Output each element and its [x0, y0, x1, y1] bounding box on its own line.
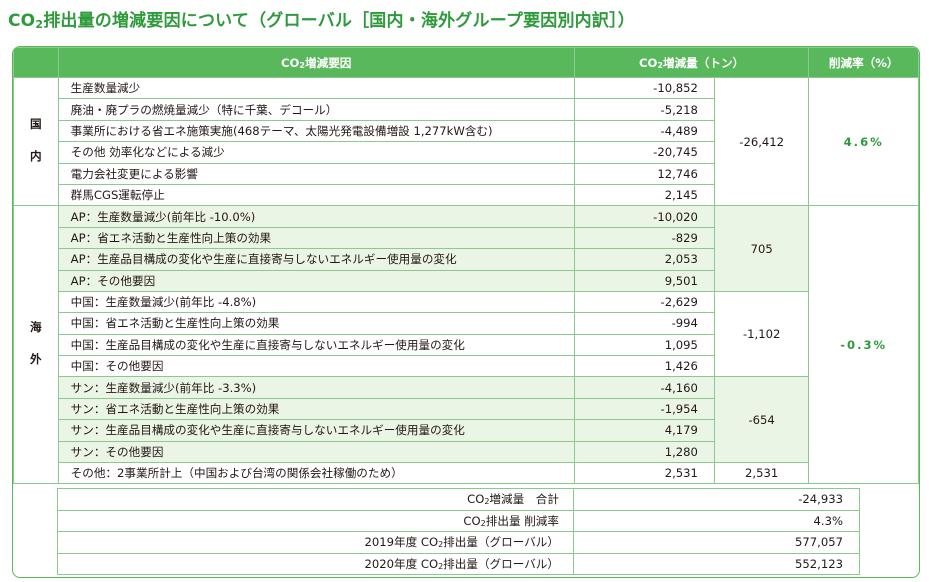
- factor-cell: AP：生産品目構成の変化や生産に直接寄与しないエネルギー使用量の変化: [57, 248, 575, 271]
- value-cell: -829: [573, 226, 715, 250]
- value-cell: -10,020: [573, 205, 715, 228]
- factor-cell: その他：2事業所計上（中国および台湾の関係会社稼働のため）: [57, 462, 575, 485]
- factor-cell: AP：生産数量減少(前年比 -10.0%): [57, 205, 575, 228]
- value-cell: -10,852: [573, 76, 715, 100]
- table-row: AP：生産品目構成の変化や生産に直接寄与しないエネルギー使用量の変化 2,053: [13, 248, 919, 271]
- page-title: CO2排出量の増減要因について（グローバル［国内・海外グループ要因別内訳］）: [8, 6, 635, 31]
- summary-label: CO2増減量 合計: [57, 488, 574, 511]
- summary-row: 2019年度 CO2排出量（グローバル） 577,057: [57, 531, 860, 554]
- summary-table: CO2増減量 合計 -24,933 CO2排出量 削減率 4.3% 2019年度…: [57, 488, 860, 576]
- table-row: 群馬CGS運転停止 2,145: [13, 183, 919, 207]
- table-row: 中国：生産品目構成の変化や生産に直接寄与しないエネルギー使用量の変化 1,095: [13, 333, 919, 357]
- value-cell: 1,095: [573, 333, 715, 357]
- header-row: CO2増減要因 CO2増減量（トン） 削減率（%）: [13, 47, 919, 78]
- table-row: 国内 生産数量減少 -10,852 -26,412 4.6%: [13, 76, 919, 207]
- other-subtotal: 2,531: [713, 462, 810, 485]
- factor-cell: 中国：省エネ活動と生産性向上策の効果: [57, 312, 575, 335]
- header-amount: CO2増減量（トン）: [573, 47, 810, 78]
- table-row: サン：生産数量減少(前年比 -3.3%) -4,160 -654: [13, 376, 919, 464]
- title-prefix: CO: [8, 11, 36, 31]
- table-row: サン：生産品目構成の変化や生産に直接寄与しないエネルギー使用量の変化 4,179: [13, 419, 919, 442]
- co2-factor-table: CO2増減要因 CO2増減量（トン） 削減率（%） 国内 生産数量減少 -10,…: [13, 47, 919, 485]
- summary-value: 577,057: [573, 531, 860, 554]
- summary-label: 2019年度 CO2排出量（グローバル）: [57, 531, 574, 554]
- table-row: その他：2事業所計上（中国および台湾の関係会社稼働のため） 2,531 2,53…: [13, 462, 919, 485]
- value-cell: -1,954: [573, 397, 715, 421]
- table-row: AP：省エネ活動と生産性向上策の効果 -829: [13, 226, 919, 250]
- san-subtotal: -654: [713, 376, 810, 464]
- value-cell: -2,629: [573, 290, 715, 314]
- factor-cell: サン：生産品目構成の変化や生産に直接寄与しないエネルギー使用量の変化: [57, 419, 575, 442]
- domestic-rate: 4.6%: [808, 76, 919, 207]
- domestic-subtotal: -26,412: [713, 76, 810, 207]
- value-cell: -20,745: [573, 141, 715, 164]
- factor-cell: サン：省エネ活動と生産性向上策の効果: [57, 397, 575, 421]
- summary-value: 552,123: [573, 552, 860, 576]
- summary-row: CO2排出量 削減率 4.3%: [57, 509, 860, 533]
- factor-cell: 群馬CGS運転停止: [57, 183, 575, 207]
- table-row: 中国：その他要因 1,426: [13, 355, 919, 378]
- value-cell: -4,489: [573, 119, 715, 143]
- factor-cell: 廃油・廃プラの燃焼量減少（特に千葉、デコール）: [57, 98, 575, 121]
- ap-subtotal: 705: [713, 205, 810, 292]
- header-factor: CO2増減要因: [57, 47, 575, 78]
- factor-cell: 電力会社変更による影響: [57, 162, 575, 185]
- value-cell: -4,160: [573, 376, 715, 399]
- summary-label: 2020年度 CO2排出量（グローバル）: [57, 552, 574, 576]
- summary-row: 2020年度 CO2排出量（グローバル） 552,123: [57, 552, 860, 576]
- table-row: 電力会社変更による影響 12,746: [13, 162, 919, 185]
- factor-cell: サン：生産数量減少(前年比 -3.3%): [57, 376, 575, 399]
- factor-cell: AP：その他要因: [57, 269, 575, 292]
- factor-cell: 中国：生産数量減少(前年比 -4.8%): [57, 290, 575, 314]
- value-cell: 1,426: [573, 355, 715, 378]
- table-row: 中国：生産数量減少(前年比 -4.8%) -2,629 -1,102: [13, 290, 919, 378]
- summary-row: CO2増減量 合計 -24,933: [57, 488, 860, 511]
- table-row: 海外 AP：生産数量減少(前年比 -10.0%) -10,020 705 -0.…: [13, 205, 919, 485]
- header-blank: [13, 47, 59, 78]
- header-rate: 削減率（%）: [808, 47, 919, 78]
- table-frame: CO2増減要因 CO2増減量（トン） 削減率（%） 国内 生産数量減少 -10,…: [12, 46, 920, 578]
- china-subtotal: -1,102: [713, 290, 810, 378]
- title-text: 排出量の増減要因について（グローバル［国内・海外グループ要因別内訳］）: [43, 11, 635, 31]
- summary-value: -24,933: [573, 488, 860, 511]
- summary-value: 4.3%: [573, 509, 860, 533]
- factor-cell: その他 効率化などによる減少: [57, 141, 575, 164]
- value-cell: -994: [573, 312, 715, 335]
- region-domestic: 国内: [13, 76, 59, 207]
- value-cell: 2,053: [573, 248, 715, 271]
- value-cell: 2,145: [573, 183, 715, 207]
- factor-cell: サン：その他要因: [57, 440, 575, 464]
- overseas-rate: -0.3%: [808, 205, 919, 485]
- value-cell: 1,280: [573, 440, 715, 464]
- value-cell: -5,218: [573, 98, 715, 121]
- value-cell: 12,746: [573, 162, 715, 185]
- factor-cell: AP：省エネ活動と生産性向上策の効果: [57, 226, 575, 250]
- factor-cell: 中国：生産品目構成の変化や生産に直接寄与しないエネルギー使用量の変化: [57, 333, 575, 357]
- table-row: サン：その他要因 1,280: [13, 440, 919, 464]
- value-cell: 9,501: [573, 269, 715, 292]
- table-row: 中国：省エネ活動と生産性向上策の効果 -994: [13, 312, 919, 335]
- factor-cell: 生産数量減少: [57, 76, 575, 100]
- title-subscript: 2: [35, 18, 44, 31]
- summary-label: CO2排出量 削減率: [57, 509, 574, 533]
- factor-cell: 事業所における省エネ施策実施(468テーマ、太陽光発電設備増設 1,277kW含…: [57, 119, 575, 143]
- region-overseas: 海外: [13, 205, 59, 485]
- value-cell: 4,179: [573, 419, 715, 442]
- factor-cell: 中国：その他要因: [57, 355, 575, 378]
- table-row: 廃油・廃プラの燃焼量減少（特に千葉、デコール） -5,218: [13, 98, 919, 121]
- value-cell: 2,531: [573, 462, 715, 485]
